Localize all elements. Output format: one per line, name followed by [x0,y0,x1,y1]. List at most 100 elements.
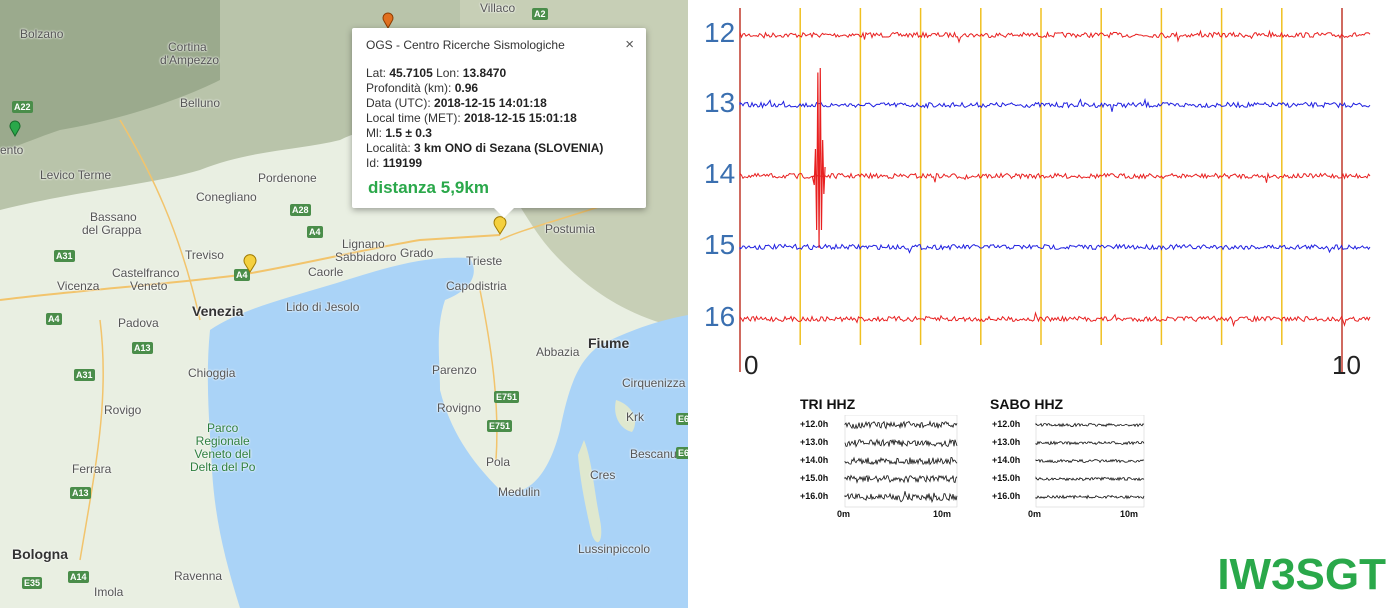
place-label: Belluno [180,96,220,110]
mini-hour-label: +13.0h [992,437,1020,447]
road-shield: A28 [290,204,311,216]
road-shield: A22 [12,101,33,113]
hour-label: 12 [704,17,735,49]
place-label: Lignano [342,237,385,251]
mini-axis-label: 10m [933,509,951,519]
road-shield: E751 [487,420,512,432]
longitude-value: 13.8470 [463,66,506,80]
utc-time-value: 2018-12-15 14:01:18 [434,96,547,110]
road-shield: A4 [234,269,250,281]
mini-trace [845,476,957,483]
mini-hour-label: +12.0h [992,419,1020,429]
mini-hour-label: +14.0h [992,455,1020,465]
place-label: Castelfranco [112,266,179,280]
place-label: Conegliano [196,190,257,204]
road-shield: E751 [494,391,519,403]
latitude-value: 45.7105 [389,66,432,80]
place-label: Cres [590,468,615,482]
city-label: Bologna [12,546,68,562]
mini-axis-label: 0m [1028,509,1041,519]
mini-trace [845,458,957,465]
road-shield: E6 [676,447,688,459]
mini-hour-label: +13.0h [800,437,828,447]
place-label: ento [0,143,23,157]
place-label: Veneto [130,279,167,293]
event-id-value: 119199 [383,156,422,170]
place-label: Imola [94,585,123,599]
road-shield: A4 [307,226,323,238]
mini-hour-label: +14.0h [800,455,828,465]
place-label: Sabbiadoro [335,250,396,264]
place-label: Pola [486,455,510,469]
mini-title-sabo: SABO HHZ [990,396,1063,412]
road-shield: E6 [676,413,688,425]
place-label: Pordenone [258,171,317,185]
mini-hour-label: +12.0h [800,419,828,429]
place-label: Levico Terme [40,168,111,182]
place-label: Grado [400,246,433,260]
mini-axis-label: 0m [837,509,850,519]
popup-title: OGS - Centro Ricerche Sismologiche [366,38,565,52]
road-shield: A13 [132,342,153,354]
mini-trace [1036,424,1144,427]
place-label: Parenzo [432,363,477,377]
place-label: Bolzano [20,27,63,41]
event-info-popup: OGS - Centro Ricerche Sismologiche × Lat… [352,28,646,208]
close-icon[interactable]: × [625,36,634,53]
seismic-trace [740,313,1370,325]
place-label: Cirquenizza [622,376,685,390]
place-label: Abbazia [536,345,579,359]
popup-details: Lat: 45.7105 Lon: 13.8470 Profondità (km… [366,66,603,171]
place-label: Lido di Jesolo [286,300,359,314]
place-label: Krk [626,410,644,424]
x-end-label: 10 [1332,350,1361,381]
helicorder-panel: 12 13 14 15 16 0 10 TRI HHZ SABO HHZ +12.0h +13… [690,0,1398,608]
park-label-line: Delta del Po [190,461,255,474]
road-shield: A4 [46,313,62,325]
magnitude-value: 1.5 ± 0.3 [385,126,432,140]
road-shield: A14 [68,571,89,583]
hour-label: 15 [704,229,735,261]
place-label: Ferrara [72,462,111,476]
place-label: Vicenza [57,279,99,293]
place-label: d'Ampezzo [160,53,219,67]
place-label: Ravenna [174,569,222,583]
mini-trace [1036,442,1144,445]
place-label: Rovigno [437,401,481,415]
mini-trace [1036,478,1144,481]
mini-hour-label: +16.0h [800,491,828,501]
place-label: Villaco [480,1,515,15]
place-label: Treviso [185,248,224,262]
seismic-trace [740,245,1370,253]
mini-axis-label: 10m [1120,509,1138,519]
road-shield: A13 [70,487,91,499]
park-label: Parco Regionale Veneto del Delta del Po [190,422,255,474]
mini-helicorders [690,415,1398,545]
place-label: Rovigo [104,403,141,417]
mini-title-tri: TRI HHZ [800,396,855,412]
mini-trace [1036,496,1144,499]
hour-label: 14 [704,158,735,190]
place-label: Padova [118,316,159,330]
road-shield: A2 [532,8,548,20]
helicorder-plot [690,0,1398,400]
place-label: Postumia [545,222,595,236]
place-label: Caorle [308,265,343,279]
depth-value: 0.96 [455,81,478,95]
place-label: Capodistria [446,279,507,293]
x-start-label: 0 [744,350,758,381]
seismic-trace [740,174,1370,183]
city-label: Venezia [192,303,243,319]
local-time-value: 2018-12-15 15:01:18 [464,111,577,125]
place-label: del Grappa [82,223,141,237]
mini-hour-label: +16.0h [992,491,1020,501]
city-label: Fiume [588,335,629,351]
place-label: Trieste [466,254,502,268]
map-panel[interactable]: Bolzano Cortina d'Ampezzo Villaco Belluno ent… [0,0,688,608]
place-label: Chioggia [188,366,235,380]
mini-trace [1036,460,1144,463]
callsign: IW3SGT [1217,550,1386,600]
mini-trace [845,491,957,502]
seismic-trace [740,31,1370,42]
road-shield: E35 [22,577,42,589]
